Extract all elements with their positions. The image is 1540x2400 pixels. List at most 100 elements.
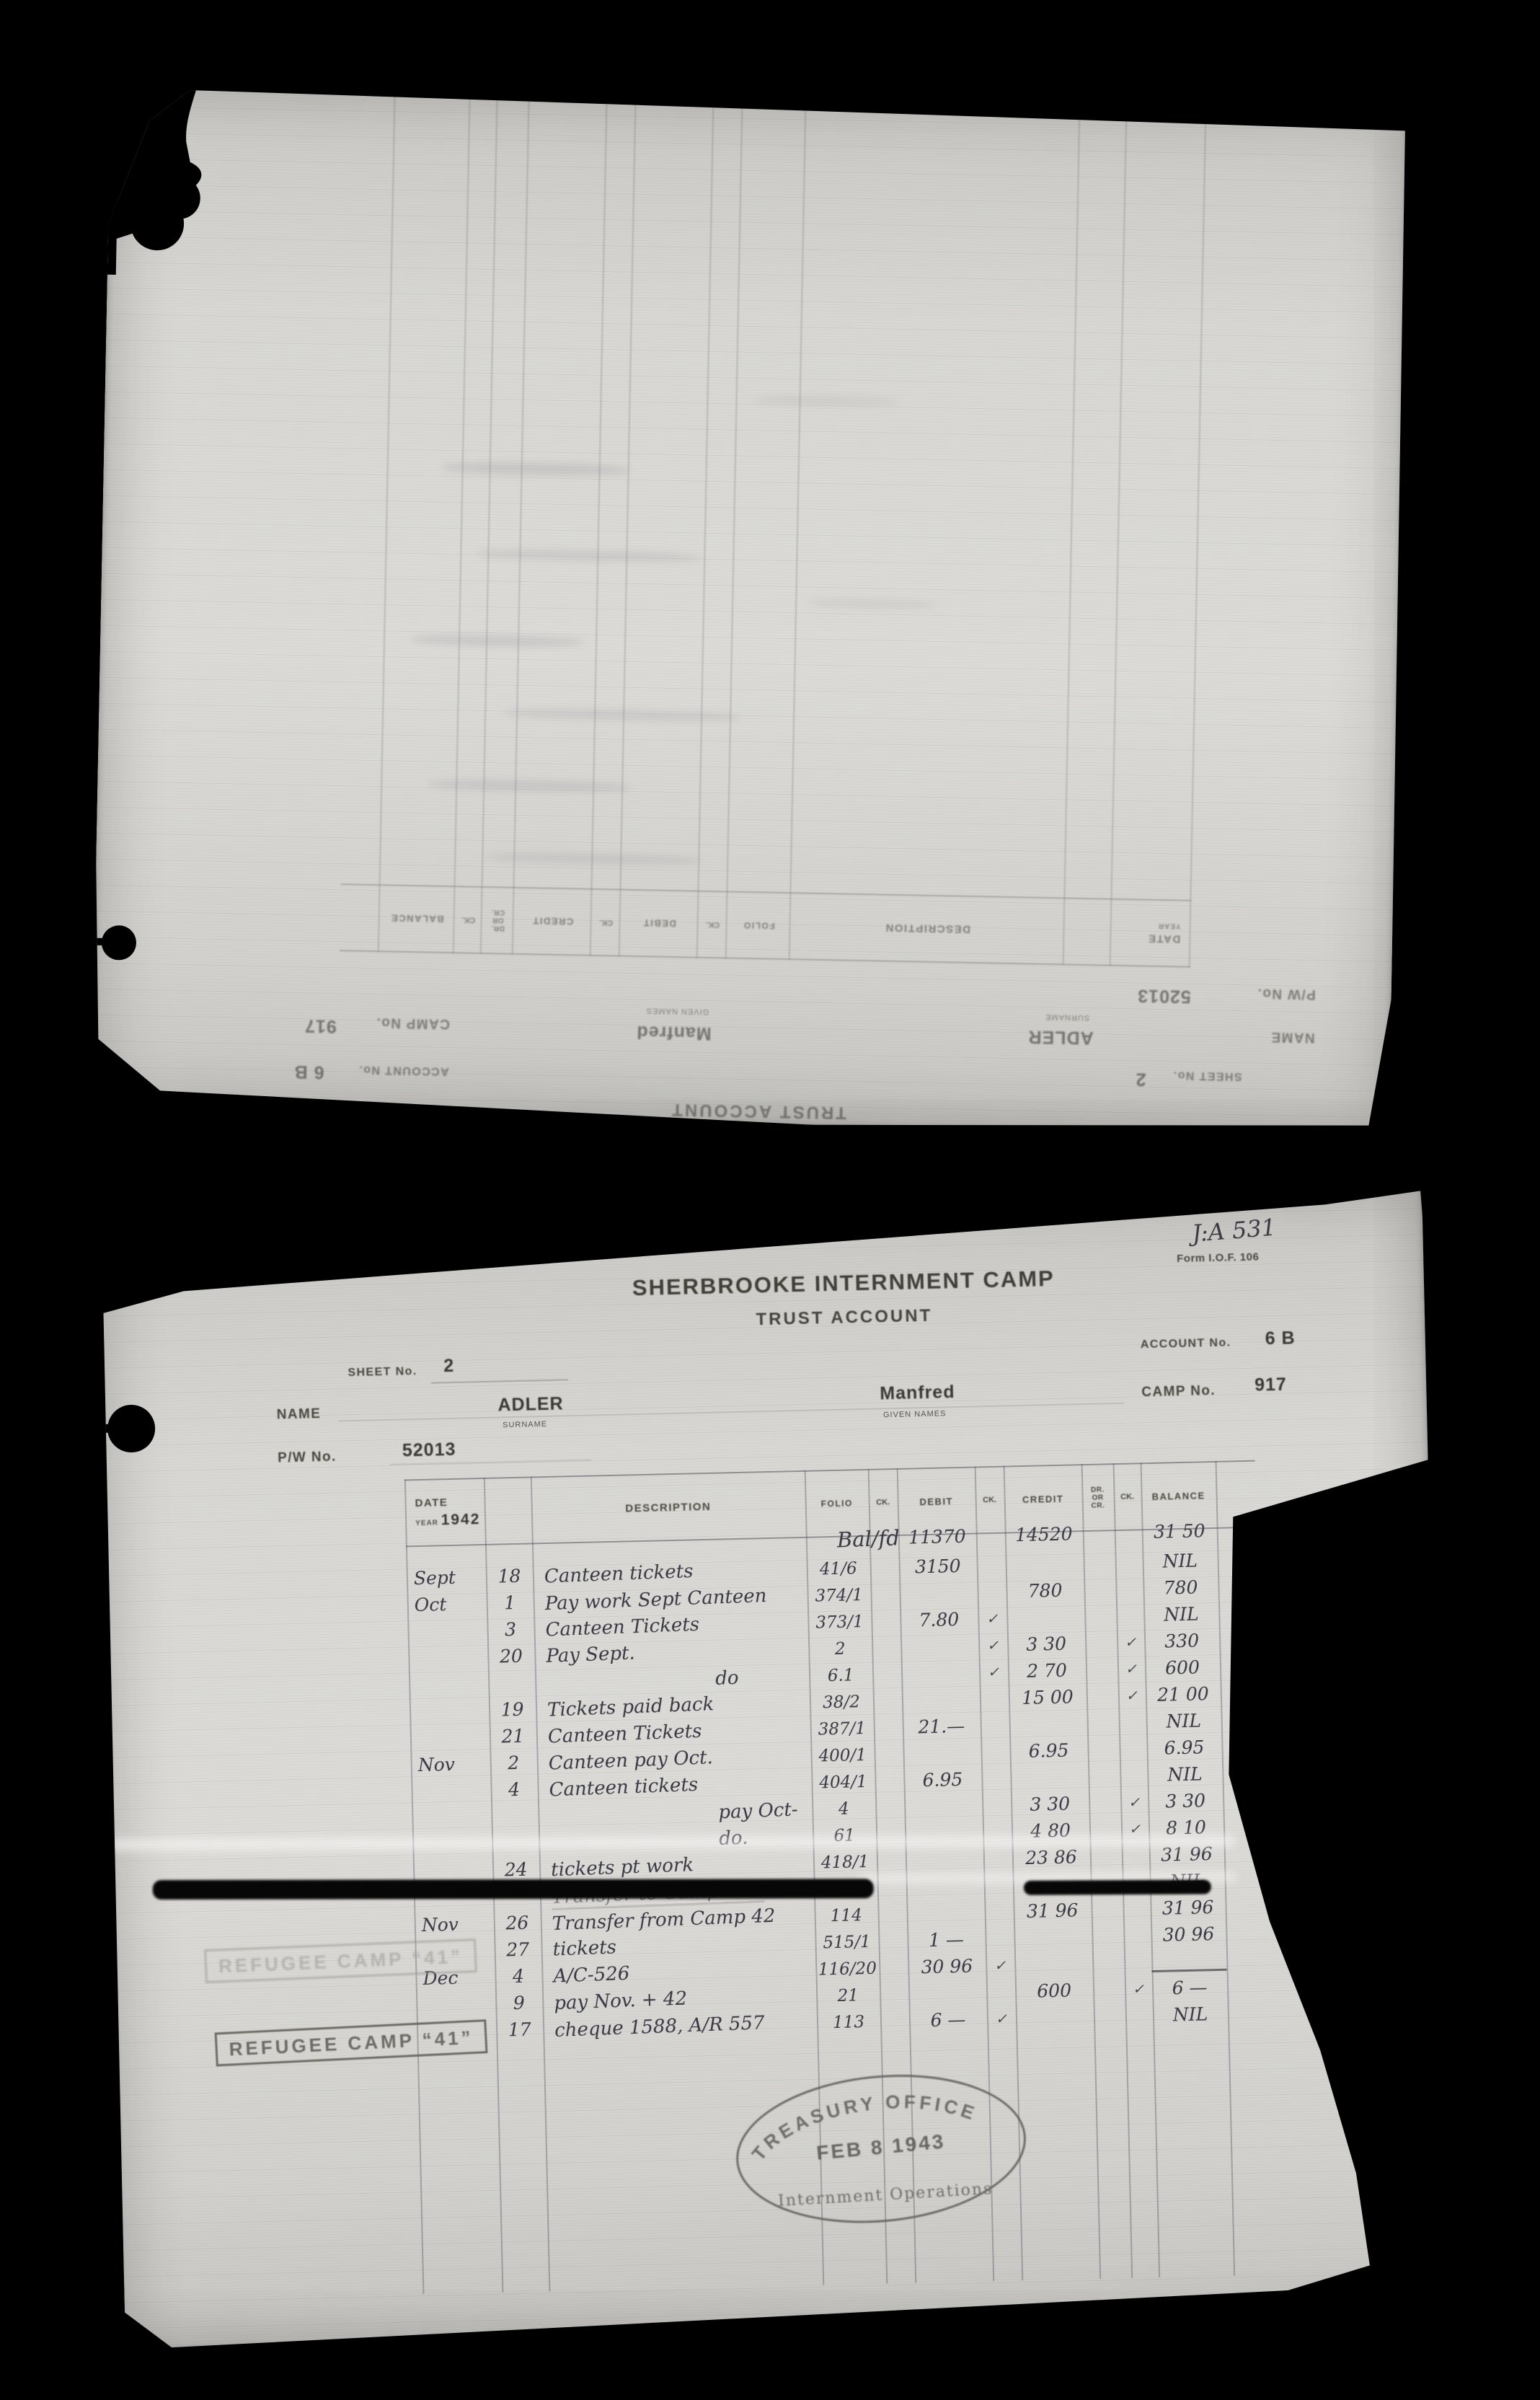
col-day <box>1064 931 1111 932</box>
cell-balance: 3 30 <box>1165 1790 1206 1812</box>
cell-balance: NIL <box>1166 1710 1202 1732</box>
cell-balance: 330 <box>1164 1630 1200 1652</box>
cell-credit: 15 00 <box>1021 1686 1074 1709</box>
cell-description: pay Nov. + 42 <box>553 1987 688 2014</box>
cell-credit <box>1016 2016 1094 2018</box>
cell-debit: 1 — <box>928 1929 965 1951</box>
surname-label: SURNAME <box>1045 1012 1090 1023</box>
cell-day: 19 <box>500 1698 524 1721</box>
cell-dr-or-cr <box>1086 1669 1118 1670</box>
cell-dr-or-cr <box>1085 1643 1117 1644</box>
cell-check: ✓ <box>1125 1660 1138 1677</box>
form-subtitle: TRUST ACCOUNT <box>670 1100 847 1123</box>
cell-day: 9 <box>513 1992 526 2014</box>
col-debit: DEBIT <box>919 1495 954 1507</box>
cell-month: Nov <box>417 1753 456 1776</box>
redaction-ink-streak <box>1024 1879 1211 1894</box>
cell-debit <box>906 1886 984 1887</box>
cell-description: Pay Sept. <box>545 1641 636 1667</box>
cell-check <box>871 1620 900 1621</box>
column-rule <box>1063 80 1082 966</box>
cell-credit: 2 70 <box>1026 1659 1068 1682</box>
cell-description: Pay work Sept Canteen <box>544 1584 767 1615</box>
cell-balance: 6.95 <box>1164 1737 1205 1759</box>
cell-day <box>485 1546 532 1547</box>
camp-no-value: 917 <box>304 1015 337 1037</box>
column-rule <box>453 80 472 953</box>
cell-description: tickets pt work <box>550 1853 694 1881</box>
cell-credit: 23 86 <box>1025 1846 1078 1869</box>
torn-corner-shadow <box>107 80 356 286</box>
trust-account-form-top: SHERBROOKE INTERNMENT CAMP TRUST ACCOUNT… <box>190 80 1409 1137</box>
rotated-form-wrapper: SHERBROOKE INTERNMENT CAMP TRUST ACCOUNT… <box>190 80 1409 1137</box>
cell-debit: 30 96 <box>921 1955 973 1978</box>
cell-credit <box>1014 1936 1092 1938</box>
cell-dr-or-cr <box>1089 1803 1120 1804</box>
cell-check <box>873 1700 902 1701</box>
cell-debit <box>900 1592 978 1594</box>
cell-balance <box>1151 1959 1226 1972</box>
cell-check <box>1120 1775 1147 1776</box>
year-label: YEAR <box>1157 921 1181 930</box>
cell-check <box>981 1725 1009 1726</box>
col-description: DESCRIPTION <box>884 922 971 936</box>
cell-check <box>872 1647 900 1648</box>
col-folio: FOLIO <box>743 919 775 931</box>
cell-dr-or-cr <box>1087 1696 1118 1697</box>
cell-dr-or-cr <box>1088 1776 1120 1777</box>
cell-margin-check: ✓ <box>1234 1685 1247 1701</box>
cell-credit <box>1010 1777 1088 1778</box>
cell-check <box>980 1698 1009 1699</box>
col-ck-1: CK. <box>876 1498 890 1507</box>
cell-balance: 30 96 <box>1162 1923 1215 1946</box>
pw-no-value: 52013 <box>402 1439 456 1461</box>
col-folio: FOLIO <box>820 1498 853 1509</box>
cell-margin-check: ✓ <box>1233 1631 1245 1648</box>
cell-description: tickets <box>552 1936 617 1961</box>
cell-description: Tickets paid back <box>546 1693 714 1721</box>
cell-check <box>977 1565 1006 1566</box>
column-rule <box>696 80 716 958</box>
redaction-ink-streak <box>153 1879 874 1900</box>
cell-margin-check <box>1222 1746 1262 1747</box>
cell-check: ✓ <box>1125 1687 1138 1704</box>
col-ck-2: CK. <box>983 1495 997 1505</box>
account-no-label: ACCOUNT No. <box>1140 1336 1231 1351</box>
name-label: NAME <box>1270 1028 1315 1046</box>
cell-folio: 21 <box>837 1985 859 2006</box>
cell-description: Canteen Tickets <box>547 1720 702 1748</box>
cell-check <box>1120 1749 1147 1750</box>
col-ck-3: CK. <box>1120 1492 1135 1501</box>
column-rule <box>378 80 397 952</box>
cell-check: ✓ <box>986 1610 999 1627</box>
cell-day: 3 <box>504 1618 517 1641</box>
sheet-no-label: SHEET No. <box>1172 1069 1242 1083</box>
cell-credit: 780 <box>1027 1579 1063 1602</box>
column-rule <box>725 80 745 959</box>
cell-description: do <box>714 1667 740 1690</box>
cell-credit: 600 <box>1036 1980 1072 2002</box>
ledger-table-top: DATE YEAR DESCRIPTION FOLIO CK. DEBIT CK… <box>340 883 1192 968</box>
cell-check <box>982 1805 1011 1806</box>
cell-month <box>412 1817 492 1818</box>
column-rule <box>789 80 808 960</box>
ledger-body: Bal/fd 11370 14520 31 50 ✓ Sept 18 Canteen tick… <box>406 1519 1268 2046</box>
cell-credit: 3 30 <box>1026 1633 1067 1655</box>
pw-no-label: P/W No. <box>277 1449 337 1466</box>
col-margin <box>340 917 380 918</box>
cell-folio: 38/2 <box>822 1692 861 1712</box>
form-title-block: SHERBROOKE INTERNMENT CAMP TRUST ACCOUNT <box>192 1090 1409 1137</box>
cell-month <box>408 1656 487 1658</box>
column-rule <box>480 80 500 954</box>
cell-folio: 41/6 <box>819 1558 857 1579</box>
surname-label: SURNAME <box>503 1419 548 1430</box>
cell-debit <box>903 1752 981 1754</box>
cell-debit <box>904 1806 982 1807</box>
cell-dr-or-cr <box>1093 1989 1125 1990</box>
cell-month <box>412 1790 491 1791</box>
cell-day: 27 <box>505 1938 530 1961</box>
treasury-stamp-bottom-text: Internment Operations <box>777 2180 994 2210</box>
cell-debit <box>907 1912 985 1914</box>
cell-folio: 515/1 <box>823 1932 871 1952</box>
col-margin <box>1216 1494 1256 1495</box>
